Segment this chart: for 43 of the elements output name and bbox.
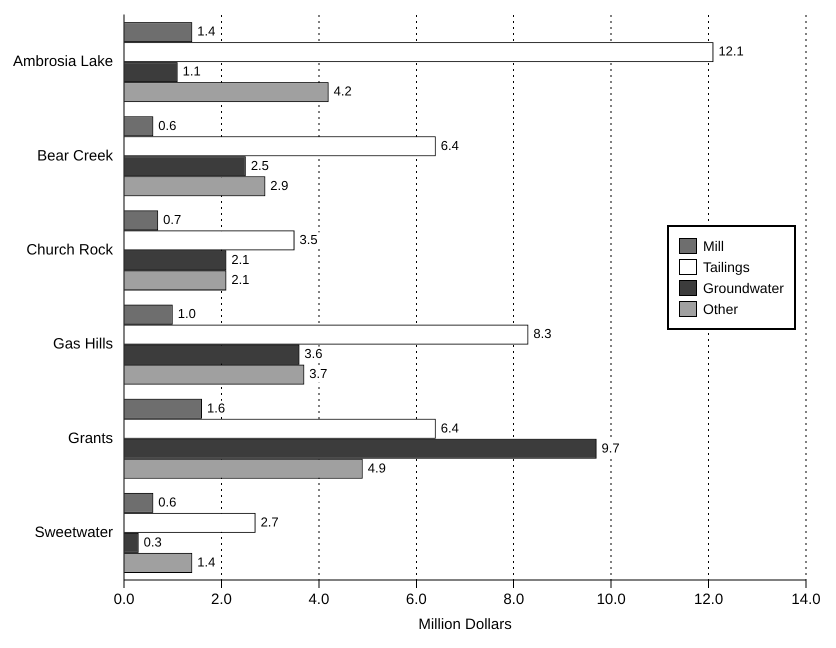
- data-label: 1.0: [178, 306, 196, 322]
- data-label: 0.3: [144, 534, 162, 550]
- x-tick-label: 6.0: [406, 591, 427, 608]
- data-label: 1.6: [206, 400, 226, 416]
- x-tick-label: 10.0: [596, 591, 626, 608]
- y-tick-label: Church Rock: [26, 242, 114, 259]
- legend-label: Groundwater: [703, 280, 784, 296]
- data-label: 2.1: [231, 272, 250, 288]
- data-label: 0.7: [163, 212, 182, 227]
- data-label: 9.7: [602, 440, 620, 456]
- data-label: 2.7: [260, 514, 279, 530]
- x-tick-label: 14.0: [791, 591, 821, 608]
- data-label: 3.7: [309, 366, 328, 382]
- x-tick-label: 8.0: [503, 591, 524, 608]
- data-label: 1.4: [197, 24, 216, 39]
- data-label: 3.5: [300, 232, 318, 247]
- data-label: 1.1: [182, 64, 201, 79]
- data-label: 6.4: [440, 420, 459, 436]
- data-label: 3.6: [304, 346, 322, 362]
- y-tick-label: Sweetwater: [34, 524, 114, 542]
- legend-label: Other: [703, 301, 738, 317]
- y-tick-label: Gas Hills: [53, 336, 114, 353]
- data-label: 2.9: [270, 178, 288, 193]
- y-tick-label: Ambrosia Lake: [12, 53, 114, 70]
- x-tick-label: 2.0: [211, 591, 232, 608]
- data-label: 0.6: [158, 118, 176, 133]
- text: Tailings: [703, 259, 750, 275]
- y-tick-label: Bear Creek: [37, 147, 114, 164]
- y-tick-label: Grants: [68, 430, 114, 447]
- legend-label: Mill: [703, 238, 724, 254]
- data-label: 12.1: [718, 44, 744, 59]
- x-tick-label: 4.0: [308, 591, 330, 608]
- data-label: 6.4: [440, 138, 459, 153]
- data-label: 2.5: [250, 158, 269, 173]
- data-label: 4.9: [368, 460, 386, 476]
- x-tick-label: 0.0: [114, 591, 134, 608]
- data-label: 2.1: [231, 252, 250, 267]
- data-label: 0.6: [158, 494, 176, 510]
- x-tick-label: 12.0: [694, 591, 724, 608]
- data-label: 4.2: [334, 84, 352, 99]
- data-label: 8.3: [533, 326, 552, 342]
- data-label: 1.4: [197, 554, 216, 570]
- x-axis-title: Million Dollars: [418, 616, 512, 634]
